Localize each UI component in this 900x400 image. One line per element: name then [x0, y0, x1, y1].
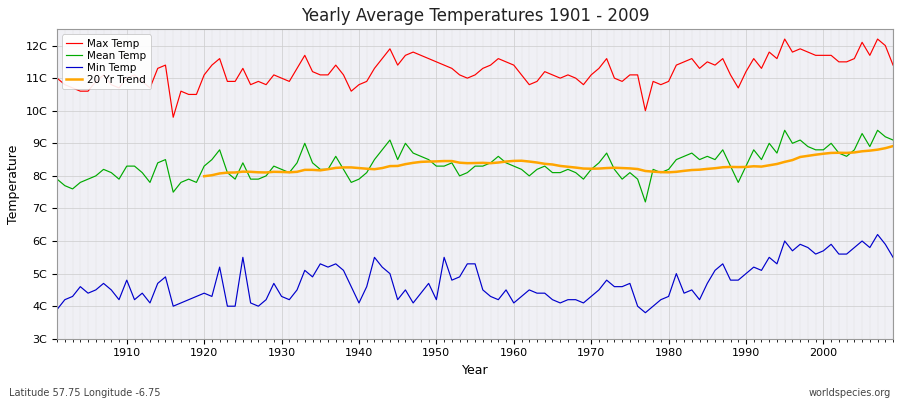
- Max Temp: [508, 63, 519, 68]
- Max Temp: [887, 63, 898, 68]
- Text: Latitude 57.75 Longitude -6.75: Latitude 57.75 Longitude -6.75: [9, 388, 160, 398]
- Min Temp: [508, 300, 519, 305]
- Mean Temp: [113, 177, 124, 182]
- Mean Temp: [508, 164, 519, 168]
- Max Temp: [609, 76, 620, 80]
- Max Temp: [779, 37, 790, 42]
- Mean Temp: [601, 151, 612, 156]
- Mean Temp: [284, 170, 294, 175]
- Line: Min Temp: Min Temp: [57, 234, 893, 313]
- Legend: Max Temp, Mean Temp, Min Temp, 20 Yr Trend: Max Temp, Mean Temp, Min Temp, 20 Yr Tre…: [62, 34, 150, 89]
- 20 Yr Trend: [292, 170, 302, 174]
- Mean Temp: [500, 160, 511, 165]
- 20 Yr Trend: [679, 168, 689, 173]
- Y-axis label: Temperature: Temperature: [7, 144, 20, 224]
- 20 Yr Trend: [771, 162, 782, 166]
- Max Temp: [167, 115, 178, 120]
- Max Temp: [292, 66, 302, 71]
- Line: 20 Yr Trend: 20 Yr Trend: [204, 146, 893, 176]
- 20 Yr Trend: [887, 144, 898, 148]
- Min Temp: [284, 297, 294, 302]
- Max Temp: [516, 72, 526, 77]
- Mean Temp: [779, 128, 790, 133]
- Min Temp: [872, 232, 883, 237]
- X-axis label: Year: Year: [462, 364, 489, 377]
- 20 Yr Trend: [408, 160, 418, 165]
- Mean Temp: [51, 177, 62, 182]
- 20 Yr Trend: [857, 149, 868, 154]
- Max Temp: [113, 86, 124, 90]
- Min Temp: [640, 310, 651, 315]
- 20 Yr Trend: [199, 174, 210, 179]
- Mean Temp: [887, 138, 898, 142]
- Line: Mean Temp: Mean Temp: [57, 130, 893, 202]
- Max Temp: [51, 76, 62, 80]
- 20 Yr Trend: [787, 158, 797, 162]
- Mean Temp: [640, 200, 651, 204]
- Max Temp: [338, 72, 349, 77]
- Min Temp: [601, 278, 612, 282]
- Min Temp: [113, 297, 124, 302]
- Mean Temp: [330, 154, 341, 159]
- Min Temp: [330, 262, 341, 266]
- Min Temp: [887, 255, 898, 260]
- Min Temp: [500, 288, 511, 292]
- Min Temp: [51, 307, 62, 312]
- Title: Yearly Average Temperatures 1901 - 2009: Yearly Average Temperatures 1901 - 2009: [301, 7, 649, 25]
- Text: worldspecies.org: worldspecies.org: [809, 388, 891, 398]
- Line: Max Temp: Max Temp: [57, 39, 893, 117]
